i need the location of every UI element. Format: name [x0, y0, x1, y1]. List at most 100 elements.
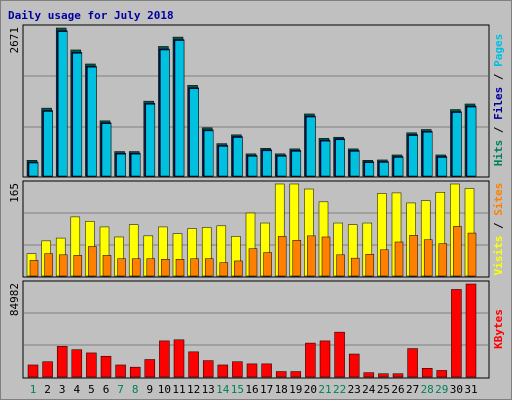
bar-sites — [248, 248, 258, 277]
bar-kbytes — [319, 340, 331, 378]
legend-kbytes: KBytes — [492, 309, 505, 349]
day-label: 23 — [348, 383, 361, 396]
bar-sites — [131, 258, 141, 277]
bar-sites — [277, 236, 287, 277]
legend-visits-sites: Visits / Sites — [492, 183, 505, 276]
bar-sites — [219, 262, 229, 277]
day-label: 22 — [333, 383, 346, 396]
bar-kbytes — [71, 349, 83, 378]
day-label: 31 — [464, 383, 477, 396]
bar-pages — [276, 156, 287, 177]
day-label: 1 — [30, 383, 37, 396]
bar-sites — [263, 252, 272, 277]
bar-kbytes — [407, 348, 418, 378]
bar-pages — [203, 130, 214, 177]
bar-pages — [28, 162, 39, 177]
bar-kbytes — [173, 339, 185, 378]
bar-sites — [234, 260, 243, 277]
bar-sites — [453, 226, 462, 277]
bar-pages — [437, 157, 448, 177]
bar-kbytes — [159, 340, 170, 378]
bar-pages — [306, 116, 316, 177]
day-label: 30 — [450, 383, 463, 396]
bar-kbytes — [42, 361, 53, 378]
bar-kbytes — [465, 283, 477, 378]
bar-sites — [423, 239, 433, 277]
chart-title: Daily usage for July 2018 — [8, 9, 174, 22]
bar-kbytes — [378, 373, 389, 378]
bar-pages — [466, 106, 477, 177]
bar-pages — [43, 111, 53, 177]
bar-kbytes — [305, 342, 316, 378]
bar-pages — [408, 135, 418, 177]
legend-kbytes: KBytes — [492, 309, 505, 349]
bar-pages — [233, 137, 243, 177]
bar-kbytes — [115, 364, 126, 378]
bar-pages — [189, 88, 199, 177]
bar-pages — [262, 150, 272, 177]
bar-sites — [58, 254, 68, 277]
bar-kbytes — [451, 289, 462, 378]
bar-pages — [393, 157, 404, 177]
bar-sites — [292, 240, 302, 277]
bar-sites — [146, 258, 156, 277]
bar-kbytes — [86, 352, 97, 378]
day-label: 18 — [275, 383, 288, 396]
bar-sites — [44, 253, 53, 277]
bar-pages — [57, 31, 68, 177]
bar-kbytes — [275, 371, 287, 378]
legend-visits: Visits — [492, 236, 505, 276]
legend-pages: Pages — [492, 34, 505, 67]
day-label: 9 — [146, 383, 153, 396]
bar-kbytes — [246, 363, 258, 378]
day-label: 24 — [362, 383, 376, 396]
day-label: 29 — [435, 383, 448, 396]
ymax-label: 84982 — [8, 283, 21, 316]
day-label: 2 — [44, 383, 51, 396]
bar-kbytes — [100, 355, 112, 378]
bar-sites — [365, 254, 375, 277]
day-label: 21 — [318, 383, 331, 396]
bar-kbytes — [363, 372, 375, 378]
legend-files: Files — [492, 87, 505, 120]
bar-kbytes — [290, 371, 302, 378]
bar-sites — [117, 258, 126, 277]
day-label: 28 — [421, 383, 434, 396]
bar-sites — [394, 241, 404, 277]
bar-pages — [349, 151, 360, 177]
bar-kbytes — [27, 364, 39, 378]
day-label: 6 — [103, 383, 110, 396]
bar-pages — [247, 156, 258, 177]
bar-pages — [335, 139, 345, 177]
bar-kbytes — [217, 364, 229, 378]
day-label: 13 — [202, 383, 215, 396]
bar-pages — [160, 49, 170, 177]
bar-pages — [145, 104, 156, 177]
bar-kbytes — [232, 361, 243, 378]
bar-kbytes — [348, 353, 360, 378]
day-label: 10 — [158, 383, 171, 396]
day-label: 15 — [231, 383, 244, 396]
bar-sites — [321, 236, 331, 277]
day-label: 3 — [59, 383, 66, 396]
bar-sites — [175, 259, 185, 277]
bar-kbytes — [202, 360, 214, 378]
day-label: 25 — [377, 383, 390, 396]
bar-kbytes — [129, 366, 141, 378]
bar-kbytes — [188, 351, 199, 378]
bar-sites — [190, 258, 199, 277]
bar-kbytes — [144, 359, 156, 378]
bar-sites — [307, 235, 316, 277]
legend-hits: Hits — [492, 140, 505, 167]
bar-sites — [409, 235, 418, 277]
bar-pages — [452, 112, 462, 177]
bar-kbytes — [261, 363, 272, 378]
bar-pages — [422, 132, 433, 177]
day-label: 8 — [132, 383, 139, 396]
day-label: 5 — [88, 383, 95, 396]
day-label: 12 — [187, 383, 200, 396]
bar-sites — [29, 260, 39, 277]
bar-pages — [116, 153, 126, 177]
day-label: 7 — [117, 383, 124, 396]
